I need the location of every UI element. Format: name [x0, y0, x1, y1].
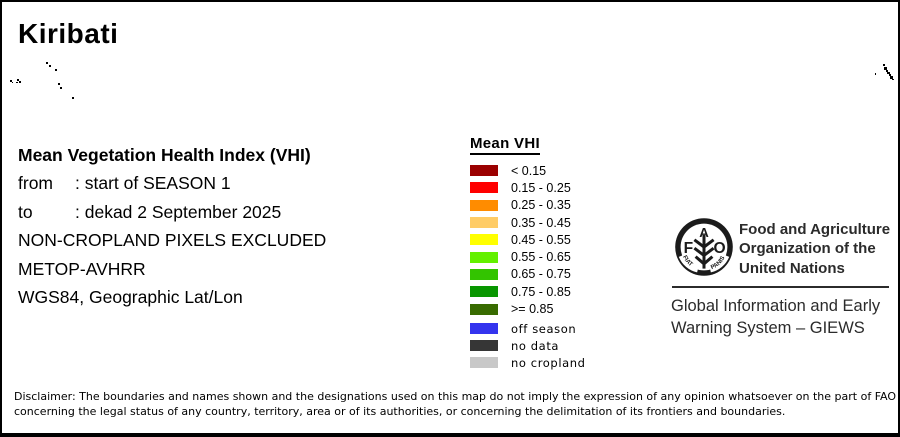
legend-row: < 0.15 — [470, 162, 571, 179]
disclaimer-text: Disclaimer: The boundaries and names sho… — [14, 389, 896, 419]
legend-swatch — [470, 217, 498, 229]
legend-swatch — [470, 268, 498, 280]
noncropland-note: NON-CROPLAND PIXELS EXCLUDED — [18, 230, 327, 251]
island-dot — [12, 82, 13, 83]
island-dot — [49, 65, 51, 67]
fao-org-name: Food and Agriculture Organization of the… — [739, 220, 890, 278]
legend-row: 0.15 - 0.25 — [470, 179, 571, 196]
giews-line2: Warning System – GIEWS — [671, 318, 865, 337]
island-dot — [10, 80, 12, 82]
legend-row: 0.75 - 0.85 — [470, 283, 571, 300]
fao-logo-letter-o: O — [714, 240, 726, 257]
to-value: : dekad 2 September 2025 — [75, 201, 282, 222]
legend-swatch — [470, 340, 498, 352]
island-dot — [889, 74, 891, 76]
fao-org-line1: Food and Agriculture — [739, 221, 891, 238]
legend-row: 0.25 - 0.35 — [470, 197, 571, 214]
legend-row: 0.65 - 0.75 — [470, 266, 571, 283]
legend-class-label: 0.15 - 0.25 — [511, 180, 571, 195]
legend-class-label: 0.65 - 0.75 — [511, 267, 571, 282]
period-to-row: to : dekad 2 September 2025 — [18, 198, 326, 226]
legend-class-label: 0.55 - 0.65 — [511, 250, 571, 265]
index-heading: Mean Vegetation Health Index (VHI) — [18, 145, 311, 165]
island-dot — [60, 87, 62, 89]
legend-swatch — [470, 286, 498, 298]
to-label: to — [18, 201, 33, 222]
legend-row: 0.35 - 0.45 — [470, 214, 571, 231]
legend-row: no cropland — [470, 354, 586, 371]
projection-note: WGS84, Geographic Lat/Lon — [18, 287, 243, 308]
giews-name: Global Information and Early Warning Sys… — [671, 296, 880, 339]
legend-extra-label: no cropland — [511, 355, 586, 370]
island-dot — [58, 83, 60, 85]
legend-extra-rows: off season no data no cropland — [470, 320, 586, 372]
legend-class-label: 0.75 - 0.85 — [511, 284, 571, 299]
island-dot — [17, 79, 19, 81]
island-dot — [892, 79, 894, 80]
island-dot — [16, 82, 18, 83]
legend-swatch — [470, 182, 498, 194]
island-dot — [887, 72, 890, 74]
legend-row: no data — [470, 337, 586, 354]
legend-swatch — [470, 234, 498, 246]
legend-swatch — [470, 199, 498, 211]
map-info-block: Mean Vegetation Health Index (VHI) from:… — [18, 141, 326, 311]
legend-swatch — [470, 303, 498, 315]
legend-class-label: < 0.15 — [511, 163, 547, 178]
legend-class-label: 0.35 - 0.45 — [511, 215, 571, 230]
vhi-legend: Mean VHI < 0.15 0.15 - 0.25 0.25 - 0.35 0.3… — [470, 135, 571, 318]
legend-swatch — [470, 323, 498, 335]
island-dot — [72, 97, 74, 99]
legend-class-label: >= 0.85 — [511, 302, 554, 317]
legend-swatch — [470, 251, 498, 263]
legend-row: >= 0.85 — [470, 300, 571, 317]
legend-class-label: 0.45 - 0.55 — [511, 232, 571, 247]
island-dot — [46, 62, 48, 64]
legend-extra-label: no data — [511, 338, 560, 353]
disclaimer-line1: Disclaimer: The boundaries and names sho… — [14, 390, 896, 403]
legend-title: Mean VHI — [470, 135, 540, 155]
island-dot — [19, 81, 21, 83]
country-title: Kiribati — [18, 18, 119, 49]
fao-divider — [672, 286, 889, 288]
disclaimer-line2: concerning the legal status of any count… — [14, 405, 786, 418]
legend-class-label: 0.25 - 0.35 — [511, 198, 571, 213]
fao-logo-letter-a: A — [699, 225, 709, 240]
legend-swatch — [470, 357, 498, 369]
sensor-note: METOP-AVHRR — [18, 258, 146, 279]
legend-row: 0.55 - 0.65 — [470, 248, 571, 265]
legend-swatch — [470, 165, 498, 177]
period-from-row: from : start of SEASON 1 — [18, 169, 326, 197]
legend-row: off season — [470, 320, 586, 337]
giews-line1: Global Information and Early — [671, 297, 881, 315]
island-dot — [890, 76, 893, 79]
island-dot — [55, 69, 57, 71]
fao-org-line2: Organization of the — [739, 240, 876, 258]
island-dot — [884, 67, 887, 70]
island-dot — [886, 70, 888, 72]
legend-row: 0.45 - 0.55 — [470, 231, 571, 248]
island-dot — [883, 64, 885, 66]
from-label: from — [18, 173, 53, 194]
fao-org-line3: United Nations — [739, 259, 845, 277]
fao-logo-icon: A F O FIAT PANIS — [675, 218, 733, 276]
fao-logo-letter-f: F — [684, 240, 694, 257]
from-value: : start of SEASON 1 — [75, 173, 231, 194]
legend-class-rows: < 0.15 0.15 - 0.25 0.25 - 0.35 0.35 - 0.45 0… — [470, 162, 571, 318]
island-dot — [875, 73, 876, 75]
legend-extra-label: off season — [511, 321, 577, 336]
